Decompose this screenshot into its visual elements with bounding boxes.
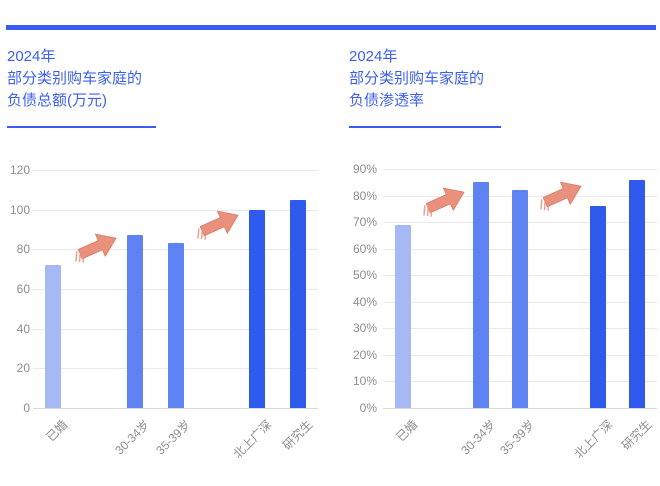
bar-4 xyxy=(629,179,646,408)
y-tick-label: 40 xyxy=(16,321,30,336)
gridline-y60 xyxy=(383,248,657,250)
trend-arrow-icon xyxy=(526,167,592,226)
x-label-0: 已婚 xyxy=(43,417,71,445)
gridline-y70 xyxy=(383,222,657,224)
gridline-y120 xyxy=(33,170,318,171)
title-underline xyxy=(7,126,156,128)
y-tick-label: 120 xyxy=(9,163,30,177)
trend-arrow-icon xyxy=(183,195,249,254)
bar-4 xyxy=(289,199,306,408)
gridline-y50 xyxy=(383,275,657,277)
y-tick-label: 80% xyxy=(352,188,377,203)
x-label-4: 研究生 xyxy=(619,417,655,453)
gridline-y20 xyxy=(383,354,657,356)
y-tick-label: 40% xyxy=(352,294,377,309)
bar-3 xyxy=(248,209,265,408)
y-tick-label: 0% xyxy=(359,401,377,415)
y-tick-label: 60% xyxy=(352,241,377,256)
trend-arrow-icon xyxy=(409,172,475,231)
gridline-y40 xyxy=(383,301,657,303)
gridline-y80 xyxy=(33,249,318,251)
x-label-3: 北上广深 xyxy=(571,417,616,462)
title-underline xyxy=(349,126,501,128)
y-tick-label: 20% xyxy=(352,347,377,362)
y-tick-label: 50% xyxy=(352,268,377,283)
gridline-y100 xyxy=(33,209,318,211)
bar-3 xyxy=(590,206,607,408)
y-tick-label: 100 xyxy=(9,202,30,217)
gridline-y0 xyxy=(33,408,318,409)
x-label-2: 35-39岁 xyxy=(497,417,538,458)
bar-1 xyxy=(126,235,143,408)
bar-0 xyxy=(394,224,411,408)
gridline-y60 xyxy=(33,289,318,290)
x-label-3: 北上广深 xyxy=(230,417,275,462)
title-line: 部分类别购车家庭的 xyxy=(349,70,485,87)
bar-0 xyxy=(45,265,62,408)
y-tick-label: 90% xyxy=(352,162,377,176)
title-line: 2024年 xyxy=(7,48,56,65)
title-line: 2024年 xyxy=(349,48,398,65)
title-line: 负债渗透率 xyxy=(349,92,425,109)
bar-2 xyxy=(167,243,184,408)
gridline-y90 xyxy=(383,169,657,170)
y-tick-label: 80 xyxy=(16,242,30,257)
title-line: 部分类别购车家庭的 xyxy=(7,70,143,87)
gridline-y30 xyxy=(383,328,657,330)
x-label-0: 已婚 xyxy=(392,417,420,445)
chart-title-debt-total: 2024年 部分类别购车家庭的 负债总额(万元) xyxy=(7,46,142,112)
bar-2 xyxy=(512,190,528,408)
gridline-y40 xyxy=(33,328,318,330)
x-label-1: 30-34岁 xyxy=(458,417,499,458)
gridline-y10 xyxy=(383,381,657,383)
top-accent-bar xyxy=(6,25,656,30)
chart-title-debt-penetration: 2024年 部分类别购车家庭的 负债渗透率 xyxy=(349,46,484,112)
y-tick-label: 60 xyxy=(16,282,30,296)
x-label-2: 35-39岁 xyxy=(152,417,193,458)
gridline-y80 xyxy=(383,195,657,197)
y-tick-label: 10% xyxy=(352,374,377,389)
x-label-4: 研究生 xyxy=(279,417,315,453)
title-line: 负债总额(万元) xyxy=(7,92,107,109)
y-tick-label: 30% xyxy=(352,321,377,336)
bar-1 xyxy=(472,182,489,408)
trend-arrow-icon xyxy=(61,219,127,278)
y-tick-label: 70% xyxy=(352,215,377,230)
gridline-y20 xyxy=(33,368,318,370)
y-tick-label: 0 xyxy=(23,401,30,415)
gridline-y0 xyxy=(383,408,657,409)
y-tick-label: 20 xyxy=(16,361,30,376)
x-label-1: 30-34岁 xyxy=(111,417,153,458)
